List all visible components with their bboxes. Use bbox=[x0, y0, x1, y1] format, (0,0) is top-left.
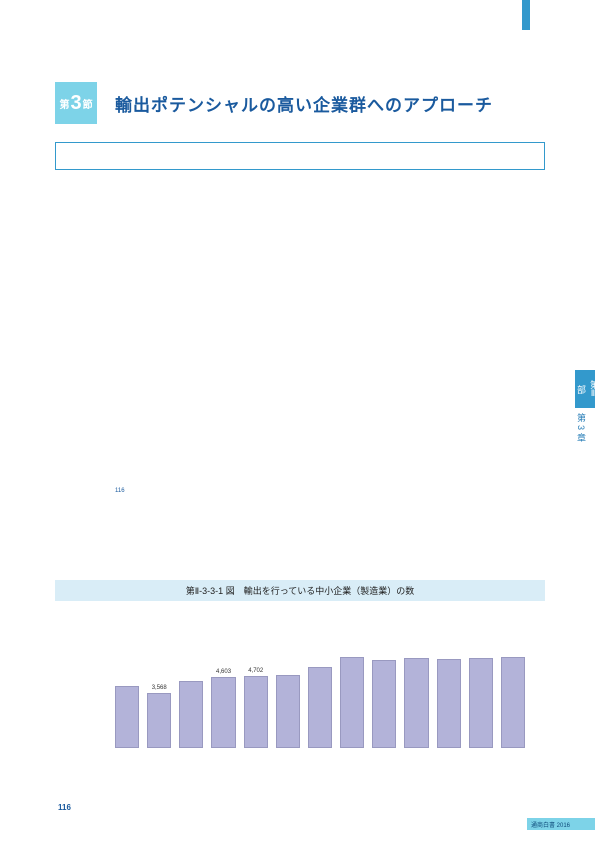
bar-wrap bbox=[437, 651, 461, 748]
side-tab: 第Ⅱ部 第3章 bbox=[575, 370, 595, 450]
side-tab-part: 第Ⅱ部 bbox=[575, 370, 595, 408]
bar bbox=[404, 658, 428, 748]
bar bbox=[372, 660, 396, 748]
bar bbox=[340, 657, 364, 748]
bar bbox=[276, 675, 300, 748]
bar-wrap: 3,568 bbox=[147, 685, 171, 748]
badge-prefix: 第 bbox=[59, 96, 69, 111]
bar-wrap: 4,702 bbox=[244, 668, 268, 748]
bar-value-label: 4,603 bbox=[216, 669, 231, 676]
top-accent-bar bbox=[522, 0, 530, 30]
badge-number: 3 bbox=[70, 92, 81, 115]
bar-wrap bbox=[404, 650, 428, 748]
badge-suffix: 節 bbox=[83, 96, 93, 111]
bar bbox=[211, 677, 235, 748]
section-badge: 第 3 節 bbox=[55, 82, 97, 124]
bar bbox=[147, 693, 171, 748]
section-header: 第 3 節 輸出ポテンシャルの高い企業群へのアプローチ bbox=[55, 82, 493, 124]
bar-chart: 3,568 4,603 4,702 bbox=[55, 613, 545, 778]
side-tab-chapter: 第3章 bbox=[575, 408, 588, 450]
bar-wrap bbox=[340, 649, 364, 748]
bar bbox=[501, 657, 525, 748]
section-title: 輸出ポテンシャルの高い企業群へのアプローチ bbox=[115, 91, 493, 116]
page-number: 116 bbox=[58, 803, 71, 812]
bar bbox=[244, 676, 268, 748]
bar-wrap bbox=[179, 673, 203, 748]
bar bbox=[308, 667, 332, 748]
figure-title: 第Ⅱ-3-3-1 図 輸出を行っている中小企業（製造業）の数 bbox=[55, 580, 545, 601]
bar bbox=[469, 658, 493, 748]
bar bbox=[115, 686, 139, 748]
bar-value-label: 4,702 bbox=[248, 668, 263, 675]
bar-wrap bbox=[276, 667, 300, 748]
bar-wrap bbox=[372, 652, 396, 748]
bars-container: 3,568 4,603 4,702 bbox=[115, 638, 525, 748]
bar bbox=[437, 659, 461, 748]
bar-wrap bbox=[469, 650, 493, 748]
bar bbox=[179, 681, 203, 748]
footnote-marker: 116 bbox=[115, 488, 125, 494]
bar-wrap bbox=[115, 678, 139, 748]
bar-wrap: 4,603 bbox=[211, 669, 235, 748]
footer-label: 通商白書 2016 bbox=[527, 818, 595, 830]
figure: 第Ⅱ-3-3-1 図 輸出を行っている中小企業（製造業）の数 3,568 4,60… bbox=[55, 580, 545, 778]
content-box-outline bbox=[55, 142, 545, 170]
bar-wrap bbox=[501, 649, 525, 748]
bar-value-label: 3,568 bbox=[152, 685, 167, 692]
bar-wrap bbox=[308, 659, 332, 748]
